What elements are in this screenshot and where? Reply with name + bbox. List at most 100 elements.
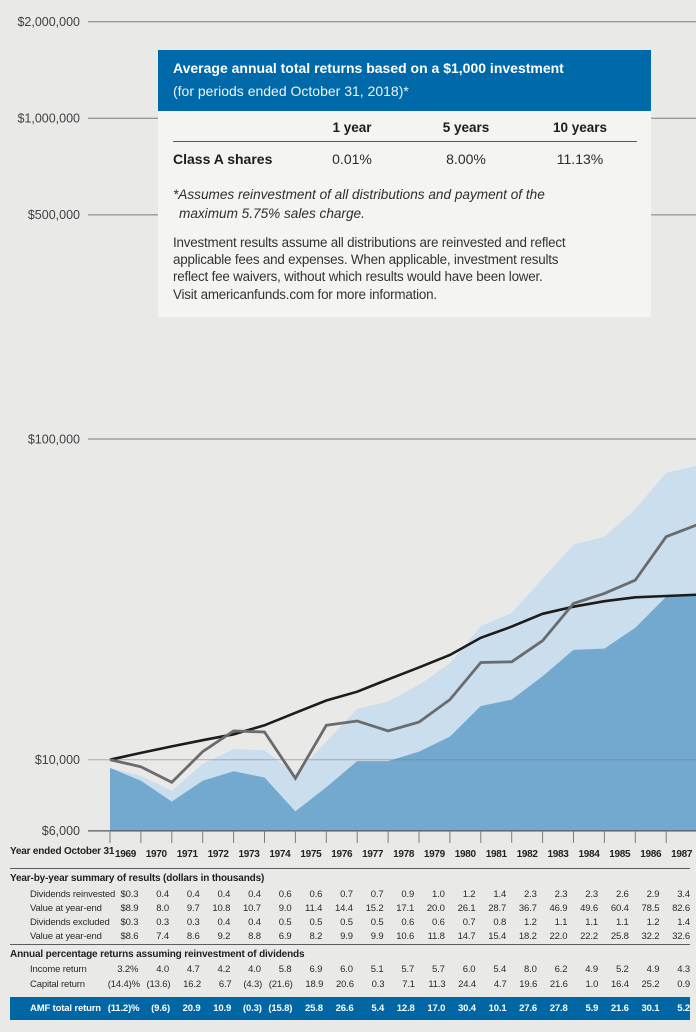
cell-value: 0.5 (370, 916, 384, 928)
x-axis-year-label: 1969 (115, 849, 137, 860)
cell-value: 0.7 (340, 888, 353, 900)
table-row: Value at year-end $8.6 7.4 8.6 9.2 8.8 6.9 8.2 9… (10, 930, 690, 944)
returns-row-label: Class A shares (173, 151, 273, 167)
x-axis-year-label: 1971 (177, 849, 199, 860)
cell-value: 17.1 (396, 902, 415, 914)
cell-value: 24.4 (458, 978, 477, 990)
cell-value: 12.8 (396, 1003, 415, 1015)
cell-value: 7.4 (156, 931, 169, 943)
section-divider (10, 868, 690, 869)
cell-value: 26.6 (335, 1003, 354, 1015)
line-benchmark-black (109, 593, 696, 761)
cell-value: 6.9 (278, 931, 292, 943)
cell-value: 11.3 (428, 978, 446, 990)
cell-value: (0.3) (242, 1003, 262, 1015)
cell-value: 0.6 (432, 916, 445, 928)
returns-value-5-years: 8.00% (446, 151, 486, 167)
returns-box: Average annual total returns based on a … (158, 50, 651, 317)
area-capital-value (110, 595, 696, 831)
investment-growth-chart: $2,000,000 $1,000,000 $500,000 $100,000 $10,… (17, 15, 696, 860)
table-row: Dividends reinvested $0.3 0.4 0.4 0.4 0.4 0.6 0… (10, 887, 690, 901)
cell-value: 0.9 (401, 888, 415, 900)
cell-value: 28.7 (488, 902, 507, 914)
cell-value: 78.5 (641, 902, 660, 914)
cell-value: 9.9 (370, 931, 384, 943)
cell-value: 1.0 (585, 978, 599, 990)
cell-value: 9.0 (278, 902, 292, 914)
cell-value: $0.3 (120, 888, 139, 900)
table-row: Capital return (14.4)% (13.6) 16.2 6.7 (4.3) (… (10, 977, 690, 991)
cell-value: 17.0 (427, 1003, 446, 1015)
cell-value: (4.3) (243, 978, 263, 990)
cell-value: 4.7 (493, 978, 507, 990)
cell-value: $8.6 (120, 931, 139, 943)
cell-value: 16.2 (183, 978, 202, 990)
cell-value: 11.4 (305, 902, 323, 914)
cell-value: 4.2 (217, 964, 231, 976)
returns-col-1-year: 1 year (295, 113, 409, 142)
cell-value: 1.4 (677, 916, 690, 928)
table-row: Dividends excluded $0.3 0.3 0.3 0.4 0.4 0.5 0.5… (10, 915, 690, 929)
cell-value: 1.2 (462, 888, 476, 900)
returns-table-corner (173, 113, 295, 142)
row-label: Income return (30, 964, 87, 976)
x-axis-year-label: 1970 (146, 849, 168, 860)
cell-value: 0.5 (278, 916, 292, 928)
x-axis-year-label: 1977 (362, 849, 384, 860)
cell-value: 27.6 (519, 1003, 538, 1015)
returns-value-1-year: 0.01% (332, 151, 372, 167)
cell-value: 19.6 (519, 978, 538, 990)
x-axis-year-label: 1987 (671, 849, 693, 860)
cell-value: 0.5 (309, 916, 323, 928)
cell-value: 4.9 (646, 964, 660, 976)
cell-value: (15.8) (268, 1003, 293, 1015)
cell-value: 18.9 (305, 978, 324, 990)
x-axis-year-label: 1978 (393, 849, 415, 860)
y-axis-label: $2,000,000 (17, 15, 80, 29)
cell-value: 20.6 (335, 978, 354, 990)
cell-value: 36.7 (518, 902, 537, 914)
cell-value: 5.2 (615, 964, 629, 976)
cell-value: 5.7 (432, 964, 445, 976)
cell-value: $0.3 (120, 916, 139, 928)
cell-value: 2.3 (554, 888, 568, 900)
cell-value: 0.7 (462, 916, 476, 928)
cell-value: 21.6 (610, 1003, 629, 1015)
cell-value: 0.4 (156, 888, 169, 900)
cell-value: 5.4 (493, 964, 507, 976)
cell-value: 2.6 (615, 888, 629, 900)
returns-table: 1 year 5 years 10 years Class A shares 0… (173, 113, 637, 177)
cell-value: 8.6 (186, 931, 200, 943)
returns-value-10-years: 11.13% (556, 151, 604, 167)
x-axis-year-label: 1972 (208, 849, 230, 860)
cell-value: 5.7 (401, 964, 415, 976)
cell-value: (13.6) (146, 978, 171, 990)
cell-value: 11.8 (427, 931, 445, 943)
row-label: Dividends excluded (30, 916, 110, 928)
cell-value: 0.4 (217, 888, 231, 900)
cell-value: 25.2 (641, 978, 660, 990)
y-axis-label: $6,000 (42, 824, 80, 838)
x-axis-year-label: 1973 (238, 849, 260, 860)
cell-value: 1.1 (554, 916, 568, 928)
returns-box-subtitle: (for periods ended October 31, 2018)* (173, 82, 409, 99)
cell-value: (14.4)% (107, 978, 140, 990)
cell-value: 3.4 (677, 888, 690, 900)
cell-value: 3.2% (117, 964, 139, 976)
cell-value: 27.8 (549, 1003, 568, 1015)
cell-value: 49.6 (580, 902, 599, 914)
cell-value: 30.4 (457, 1003, 476, 1015)
cell-value: 15.2 (365, 902, 384, 914)
cell-value: 46.9 (549, 902, 568, 914)
returns-box-header: Average annual total returns based on a … (158, 50, 651, 111)
sales-charge-footnote: *Assumes reinvestment of all distributio… (173, 187, 545, 222)
row-label: Value at year-end (30, 931, 102, 943)
amf-total-return-row: AMF total return (11.2)% (9.6) 20.9 10.9 (0.3… (10, 997, 690, 1021)
cell-value: 6.0 (340, 964, 353, 976)
cell-value: 1.1 (585, 916, 599, 928)
cell-value: 4.0 (248, 964, 261, 976)
cell-value: 20.0 (426, 902, 445, 914)
cell-value: 1.4 (493, 888, 507, 900)
cell-value: 0.3 (186, 916, 200, 928)
